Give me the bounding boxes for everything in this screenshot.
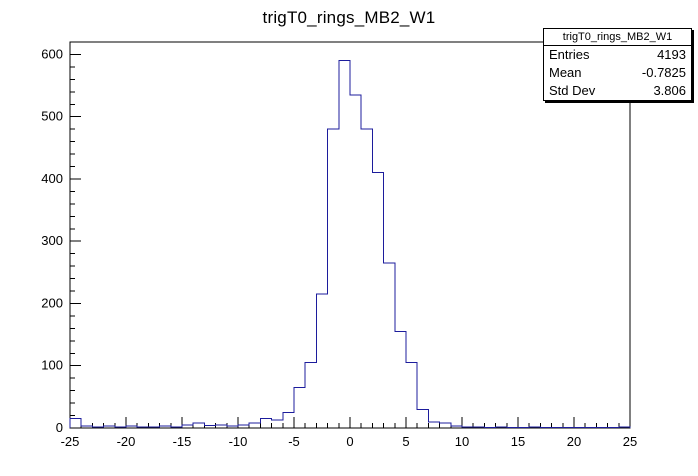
x-axis-tick-label: 5 xyxy=(402,434,409,449)
stats-label-mean: Mean xyxy=(549,65,582,80)
x-axis-tick-label: -5 xyxy=(288,434,300,449)
y-axis-tick-label: 500 xyxy=(41,109,63,124)
x-axis-tick-label: 15 xyxy=(511,434,525,449)
x-axis-tick-label: -25 xyxy=(61,434,80,449)
y-axis-tick-label: 100 xyxy=(41,358,63,373)
stats-row-mean: Mean -0.7825 xyxy=(544,64,691,82)
x-axis-tick-label: 20 xyxy=(567,434,581,449)
x-axis-tick-label: -10 xyxy=(229,434,248,449)
stats-label-stddev: Std Dev xyxy=(549,83,596,98)
stats-label-entries: Entries xyxy=(549,47,590,62)
y-axis-tick-label: 400 xyxy=(41,171,63,186)
plot-title: trigT0_rings_MB2_W1 xyxy=(262,8,436,27)
x-axis-tick-label: -15 xyxy=(173,434,192,449)
stats-value-mean: -0.7825 xyxy=(641,65,686,80)
x-axis-tick-label: -20 xyxy=(117,434,136,449)
stats-value-stddev: 3.806 xyxy=(653,83,686,98)
stats-title: trigT0_rings_MB2_W1 xyxy=(544,29,691,46)
histogram-step-line xyxy=(69,60,631,428)
x-axis-tick-label: 10 xyxy=(455,434,469,449)
y-axis-tick-label: 200 xyxy=(41,295,63,310)
stats-row-entries: Entries 4193 xyxy=(544,46,691,64)
stats-box: trigT0_rings_MB2_W1 Entries 4193 Mean -0… xyxy=(543,28,692,101)
stats-row-stddev: Std Dev 3.806 xyxy=(544,82,691,100)
x-axis-tick-label: 25 xyxy=(623,434,637,449)
y-axis-tick-label: 600 xyxy=(41,46,63,61)
x-axis-tick-label: 0 xyxy=(346,434,353,449)
y-axis-tick-label: 300 xyxy=(41,233,63,248)
y-axis-tick-label: 0 xyxy=(56,420,63,435)
stats-value-entries: 4193 xyxy=(657,47,686,62)
